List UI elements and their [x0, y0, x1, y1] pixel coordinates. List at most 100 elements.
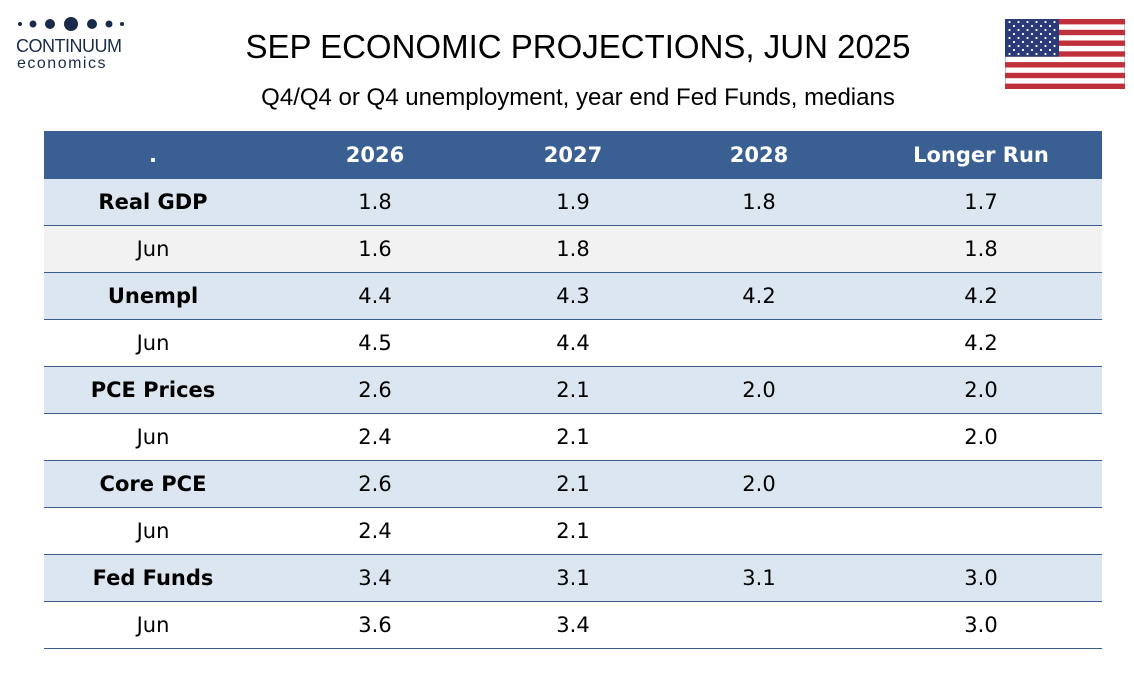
cell: 2.1 [488, 366, 658, 414]
cell: 2.1 [488, 413, 658, 461]
cell: 2.0 [658, 460, 860, 508]
cell [658, 225, 860, 273]
column-header: . [44, 131, 262, 179]
star [1008, 28, 1011, 32]
star [1044, 20, 1047, 24]
cell: 1.8 [658, 179, 860, 226]
logo-dots [18, 17, 124, 31]
cell: 3.6 [262, 601, 488, 649]
star [1039, 24, 1043, 28]
cell: 1.8 [262, 179, 488, 226]
row-label: Real GDP [44, 179, 262, 226]
subtitle: Q4/Q4 or Q4 unemployment, year end Fed F… [261, 84, 895, 111]
star [1026, 28, 1029, 32]
cell: 3.4 [262, 554, 488, 602]
star [1017, 36, 1020, 40]
logo-tagline: economics [17, 55, 107, 72]
star [1053, 28, 1056, 32]
cell [860, 460, 1102, 508]
star [1026, 52, 1029, 56]
cell: 2.0 [658, 366, 860, 414]
prior-row: Jun 2.4 2.1 2.0 [44, 413, 1102, 461]
row-label: PCE Prices [44, 366, 262, 414]
column-header: Longer Run [860, 131, 1102, 179]
cell: 2.6 [262, 366, 488, 414]
logo-name: CONTINUUM [16, 36, 122, 56]
star [1053, 36, 1056, 40]
cell: 1.8 [488, 225, 658, 273]
star [1039, 32, 1043, 36]
cell [658, 413, 860, 461]
star [1053, 20, 1056, 24]
star [1030, 32, 1034, 36]
star [1048, 32, 1052, 36]
cell: 2.0 [860, 366, 1102, 414]
prior-row: Jun 2.4 2.1 [44, 507, 1102, 555]
row-label: Jun [44, 319, 262, 367]
row-label: Jun [44, 601, 262, 649]
star [1021, 32, 1025, 36]
column-header: 2026 [262, 131, 488, 179]
row-label: Core PCE [44, 460, 262, 508]
cell: 1.7 [860, 179, 1102, 226]
cell: 3.0 [860, 554, 1102, 602]
main-row: Core PCE 2.6 2.1 2.0 [44, 460, 1102, 508]
star [1044, 36, 1047, 40]
cell: 1.8 [860, 225, 1102, 273]
star [1035, 52, 1038, 56]
cell: 4.2 [658, 272, 860, 320]
cell: 2.1 [488, 460, 658, 508]
cell: 3.1 [658, 554, 860, 602]
cell: 3.0 [860, 601, 1102, 649]
star [1012, 48, 1016, 52]
star [1012, 40, 1016, 44]
cell: 4.4 [262, 272, 488, 320]
prior-row: Jun 1.6 1.8 1.8 [44, 225, 1102, 273]
star [1012, 32, 1016, 36]
star [1026, 44, 1029, 48]
star [1030, 40, 1034, 44]
star [1008, 44, 1011, 48]
star [1021, 40, 1025, 44]
cell: 2.4 [262, 413, 488, 461]
star [1053, 52, 1056, 56]
us-flag [1005, 19, 1125, 89]
star [1035, 28, 1038, 32]
cell: 4.3 [488, 272, 658, 320]
row-label: Fed Funds [44, 554, 262, 602]
cell: 4.5 [262, 319, 488, 367]
main-row: PCE Prices 2.6 2.1 2.0 2.0 [44, 366, 1102, 414]
column-header: 2028 [658, 131, 860, 179]
star [1021, 24, 1025, 28]
cell: 2.4 [262, 507, 488, 555]
star [1039, 40, 1043, 44]
star [1048, 24, 1052, 28]
cell: 3.1 [488, 554, 658, 602]
cell: 2.1 [488, 507, 658, 555]
cell: 4.4 [488, 319, 658, 367]
star [1017, 52, 1020, 56]
star [1044, 44, 1047, 48]
main-row: Fed Funds 3.4 3.1 3.1 3.0 [44, 554, 1102, 602]
row-label: Jun [44, 225, 262, 273]
star [1035, 44, 1038, 48]
star [1030, 24, 1034, 28]
prior-row: Jun 3.6 3.4 3.0 [44, 601, 1102, 649]
star [1008, 20, 1011, 24]
row-label: Unempl [44, 272, 262, 320]
star [1044, 28, 1047, 32]
column-header: 2027 [488, 131, 658, 179]
header-row: . 2026 2027 2028 Longer Run [44, 131, 1102, 179]
cell: 4.2 [860, 319, 1102, 367]
star [1026, 36, 1029, 40]
cell: 4.2 [860, 272, 1102, 320]
star [1035, 20, 1038, 24]
row-label: Jun [44, 413, 262, 461]
main-row: Unempl 4.4 4.3 4.2 4.2 [44, 272, 1102, 320]
title: SEP ECONOMIC PROJECTIONS, JUN 2025 [245, 28, 911, 65]
star [1048, 48, 1052, 52]
cell: 3.4 [488, 601, 658, 649]
star [1008, 36, 1011, 40]
cell: 2.0 [860, 413, 1102, 461]
star [1035, 36, 1038, 40]
